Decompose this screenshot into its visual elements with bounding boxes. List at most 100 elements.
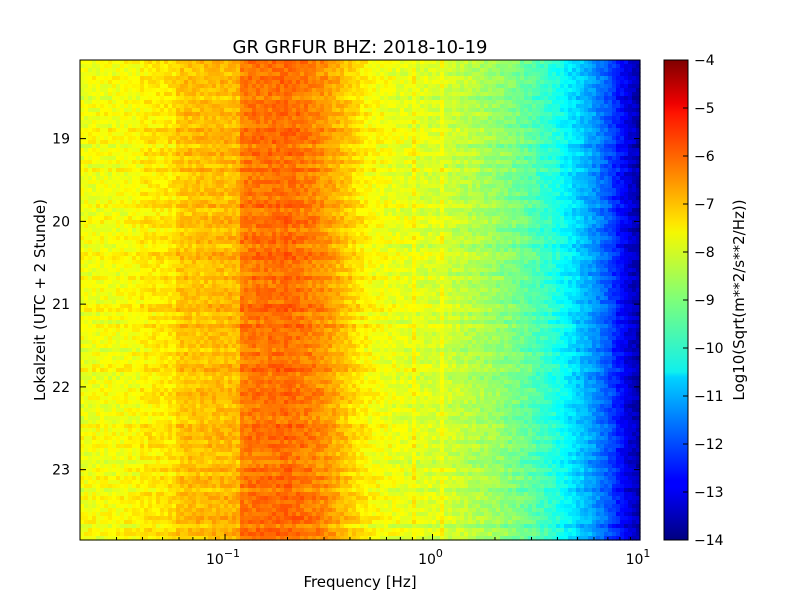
heatmap-cell [328,68,333,73]
heatmap-cell [448,140,453,145]
heatmap-cell [372,164,377,169]
heatmap-cell [308,156,313,161]
heatmap-cell [92,124,97,129]
heatmap-cell [280,80,285,85]
heatmap-cell [252,140,257,145]
heatmap-cell [232,120,237,125]
heatmap-cell [612,100,617,105]
heatmap-cell [508,180,513,185]
heatmap-cell [104,72,109,77]
heatmap-cell [576,112,581,117]
heatmap-cell [236,116,241,121]
heatmap-cell [448,116,453,121]
heatmap-cell [388,196,393,201]
heatmap-cell [80,108,85,113]
heatmap-cell [620,164,625,169]
heatmap-cell [572,144,577,149]
heatmap-cell [568,76,573,81]
heatmap-cell [572,68,577,73]
heatmap-cell [240,128,245,133]
heatmap-cell [104,64,109,69]
heatmap-cell [232,76,237,81]
heatmap-cell [92,156,97,161]
heatmap-cell [160,76,165,81]
heatmap-cell [496,168,501,173]
heatmap-cell [168,128,173,133]
heatmap-cell [132,72,137,77]
heatmap-cell [284,164,289,169]
heatmap-cell [604,188,609,193]
heatmap-cell [164,108,169,113]
heatmap-cell [168,160,173,165]
heatmap-cell [548,116,553,121]
heatmap-cell [404,92,409,97]
heatmap-cell [488,136,493,141]
heatmap-cell [156,176,161,181]
heatmap-cell [560,172,565,177]
heatmap-cell [364,72,369,77]
heatmap-cell [88,60,93,65]
heatmap-cell [240,184,245,189]
heatmap-cell [316,184,321,189]
heatmap-cell [280,88,285,93]
heatmap-cell [184,160,189,165]
heatmap-cell [256,180,261,185]
heatmap-cell [176,164,181,169]
heatmap-cell [424,140,429,145]
heatmap-cell [112,200,117,205]
heatmap-cell [416,104,421,109]
heatmap-cell [180,116,185,121]
heatmap-cell [288,184,293,189]
heatmap-cell [468,116,473,121]
heatmap-cell [320,116,325,121]
heatmap-cell [356,144,361,149]
heatmap-cell [468,188,473,193]
heatmap-cell [332,116,337,121]
heatmap-cell [600,196,605,201]
heatmap-cell [428,60,433,65]
heatmap-cell [536,64,541,69]
heatmap-cell [188,156,193,161]
heatmap-cell [368,64,373,69]
heatmap-cell [236,88,241,93]
heatmap-cell [612,60,617,65]
heatmap-cell [252,84,257,89]
heatmap-cell [144,200,149,205]
heatmap-cell [216,96,221,101]
heatmap-cell [600,132,605,137]
heatmap-cell [608,168,613,173]
heatmap-cell [412,176,417,181]
heatmap-cell [420,160,425,165]
heatmap-cell [428,172,433,177]
heatmap-cell [192,80,197,85]
heatmap-cell [296,92,301,97]
heatmap-cell [468,108,473,113]
heatmap-cell [128,136,133,141]
heatmap-cell [516,68,521,73]
heatmap-cell [204,132,209,137]
heatmap-cell [84,140,89,145]
heatmap-cell [172,184,177,189]
heatmap-cell [332,152,337,157]
heatmap-cell [132,64,137,69]
heatmap-cell [192,92,197,97]
heatmap-cell [612,64,617,69]
heatmap-cell [140,112,145,117]
heatmap-cell [572,92,577,97]
heatmap-cell [208,116,213,121]
heatmap-cell [248,108,253,113]
heatmap-cell [336,60,341,65]
heatmap-cell [108,72,113,77]
heatmap-cell [184,180,189,185]
heatmap-cell [236,124,241,129]
heatmap-cell [80,200,85,205]
heatmap-cell [436,136,441,141]
heatmap-cell [448,160,453,165]
heatmap-cell [128,80,133,85]
heatmap-cell [612,128,617,133]
heatmap-cell [404,96,409,101]
heatmap-cell [440,148,445,153]
heatmap-cell [396,100,401,105]
heatmap-cell [376,168,381,173]
heatmap-cell [136,132,141,137]
